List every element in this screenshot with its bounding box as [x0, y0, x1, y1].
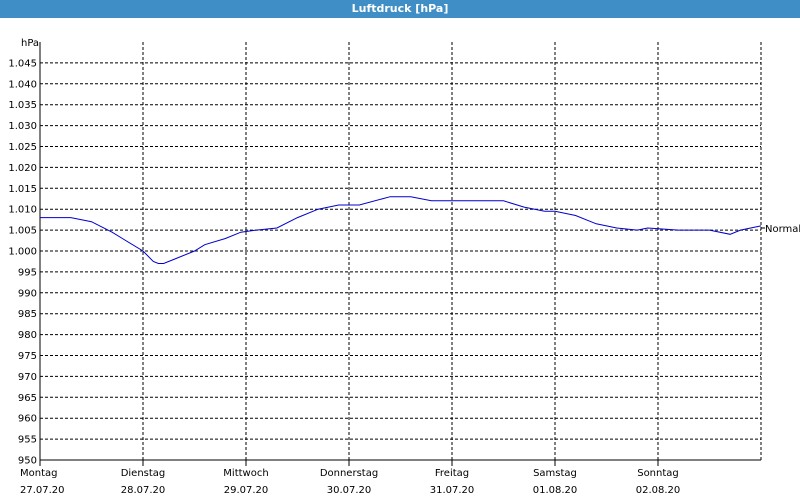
y-tick-label: 1.010 — [8, 205, 37, 216]
y-tick-label: 1.040 — [8, 79, 37, 90]
y-tick-label: 1.030 — [8, 121, 37, 132]
y-tick-label: 1.035 — [8, 100, 37, 111]
y-tick-label: 1.005 — [8, 226, 37, 237]
x-tick-weekday: Freitag — [435, 468, 469, 479]
y-tick-label: 970 — [18, 372, 37, 383]
x-tick-weekday: Samstag — [533, 468, 577, 479]
x-tick-date: 01.08.20 — [533, 485, 578, 496]
y-tick-label: 975 — [18, 351, 37, 362]
y-tick-label: 985 — [18, 309, 37, 320]
pressure-chart: 950 955 960 965 970 975 980 985 990 995 1.000 1.005… — [8, 38, 800, 496]
reference-label: Normal — [765, 224, 800, 235]
y-tick-label: 980 — [18, 330, 37, 341]
y-tick-label: 1.000 — [8, 247, 37, 258]
x-tick-date: 28.07.20 — [121, 485, 166, 496]
x-tick-weekday: Donnerstag — [320, 468, 378, 479]
y-axis: 950 955 960 965 970 975 980 985 990 995 1.000 1.005… — [8, 58, 37, 466]
pressure-series-line — [40, 196, 762, 264]
x-tick-weekday: Sonntag — [637, 468, 679, 479]
x-tick-date: 02.08.20 — [636, 485, 681, 496]
x-tick-weekday: Mittwoch — [223, 468, 268, 479]
x-axis: Montag 27.07.20 Dienstag 28.07.20 Mittwoch 29… — [20, 460, 680, 496]
y-tick-label: 1.045 — [8, 58, 37, 69]
x-tick-date: 29.07.20 — [224, 485, 269, 496]
reference: Normal — [761, 224, 800, 235]
x-tick-date: 31.07.20 — [430, 485, 475, 496]
series — [40, 196, 762, 264]
x-tick-date: 30.07.20 — [327, 485, 372, 496]
y-tick-label: 995 — [18, 267, 37, 278]
y-tick-label: 965 — [18, 393, 37, 404]
x-tick-weekday: Montag — [20, 468, 57, 479]
y-tick-label: 950 — [18, 456, 37, 467]
y-tick-label: 960 — [18, 414, 37, 425]
grid — [40, 42, 762, 460]
y-tick-label: 1.015 — [8, 184, 37, 195]
x-tick-date: 27.07.20 — [20, 485, 65, 496]
x-tick-weekday: Dienstag — [121, 468, 166, 479]
y-tick-label: 1.025 — [8, 142, 37, 153]
chart-title: Luftdruck [hPa] — [0, 0, 800, 18]
y-tick-label: 955 — [18, 435, 37, 446]
y-axis-label: hPa — [21, 38, 39, 49]
plot-frame — [39, 42, 761, 461]
y-tick-label: 1.020 — [8, 163, 37, 174]
y-tick-label: 990 — [18, 288, 37, 299]
